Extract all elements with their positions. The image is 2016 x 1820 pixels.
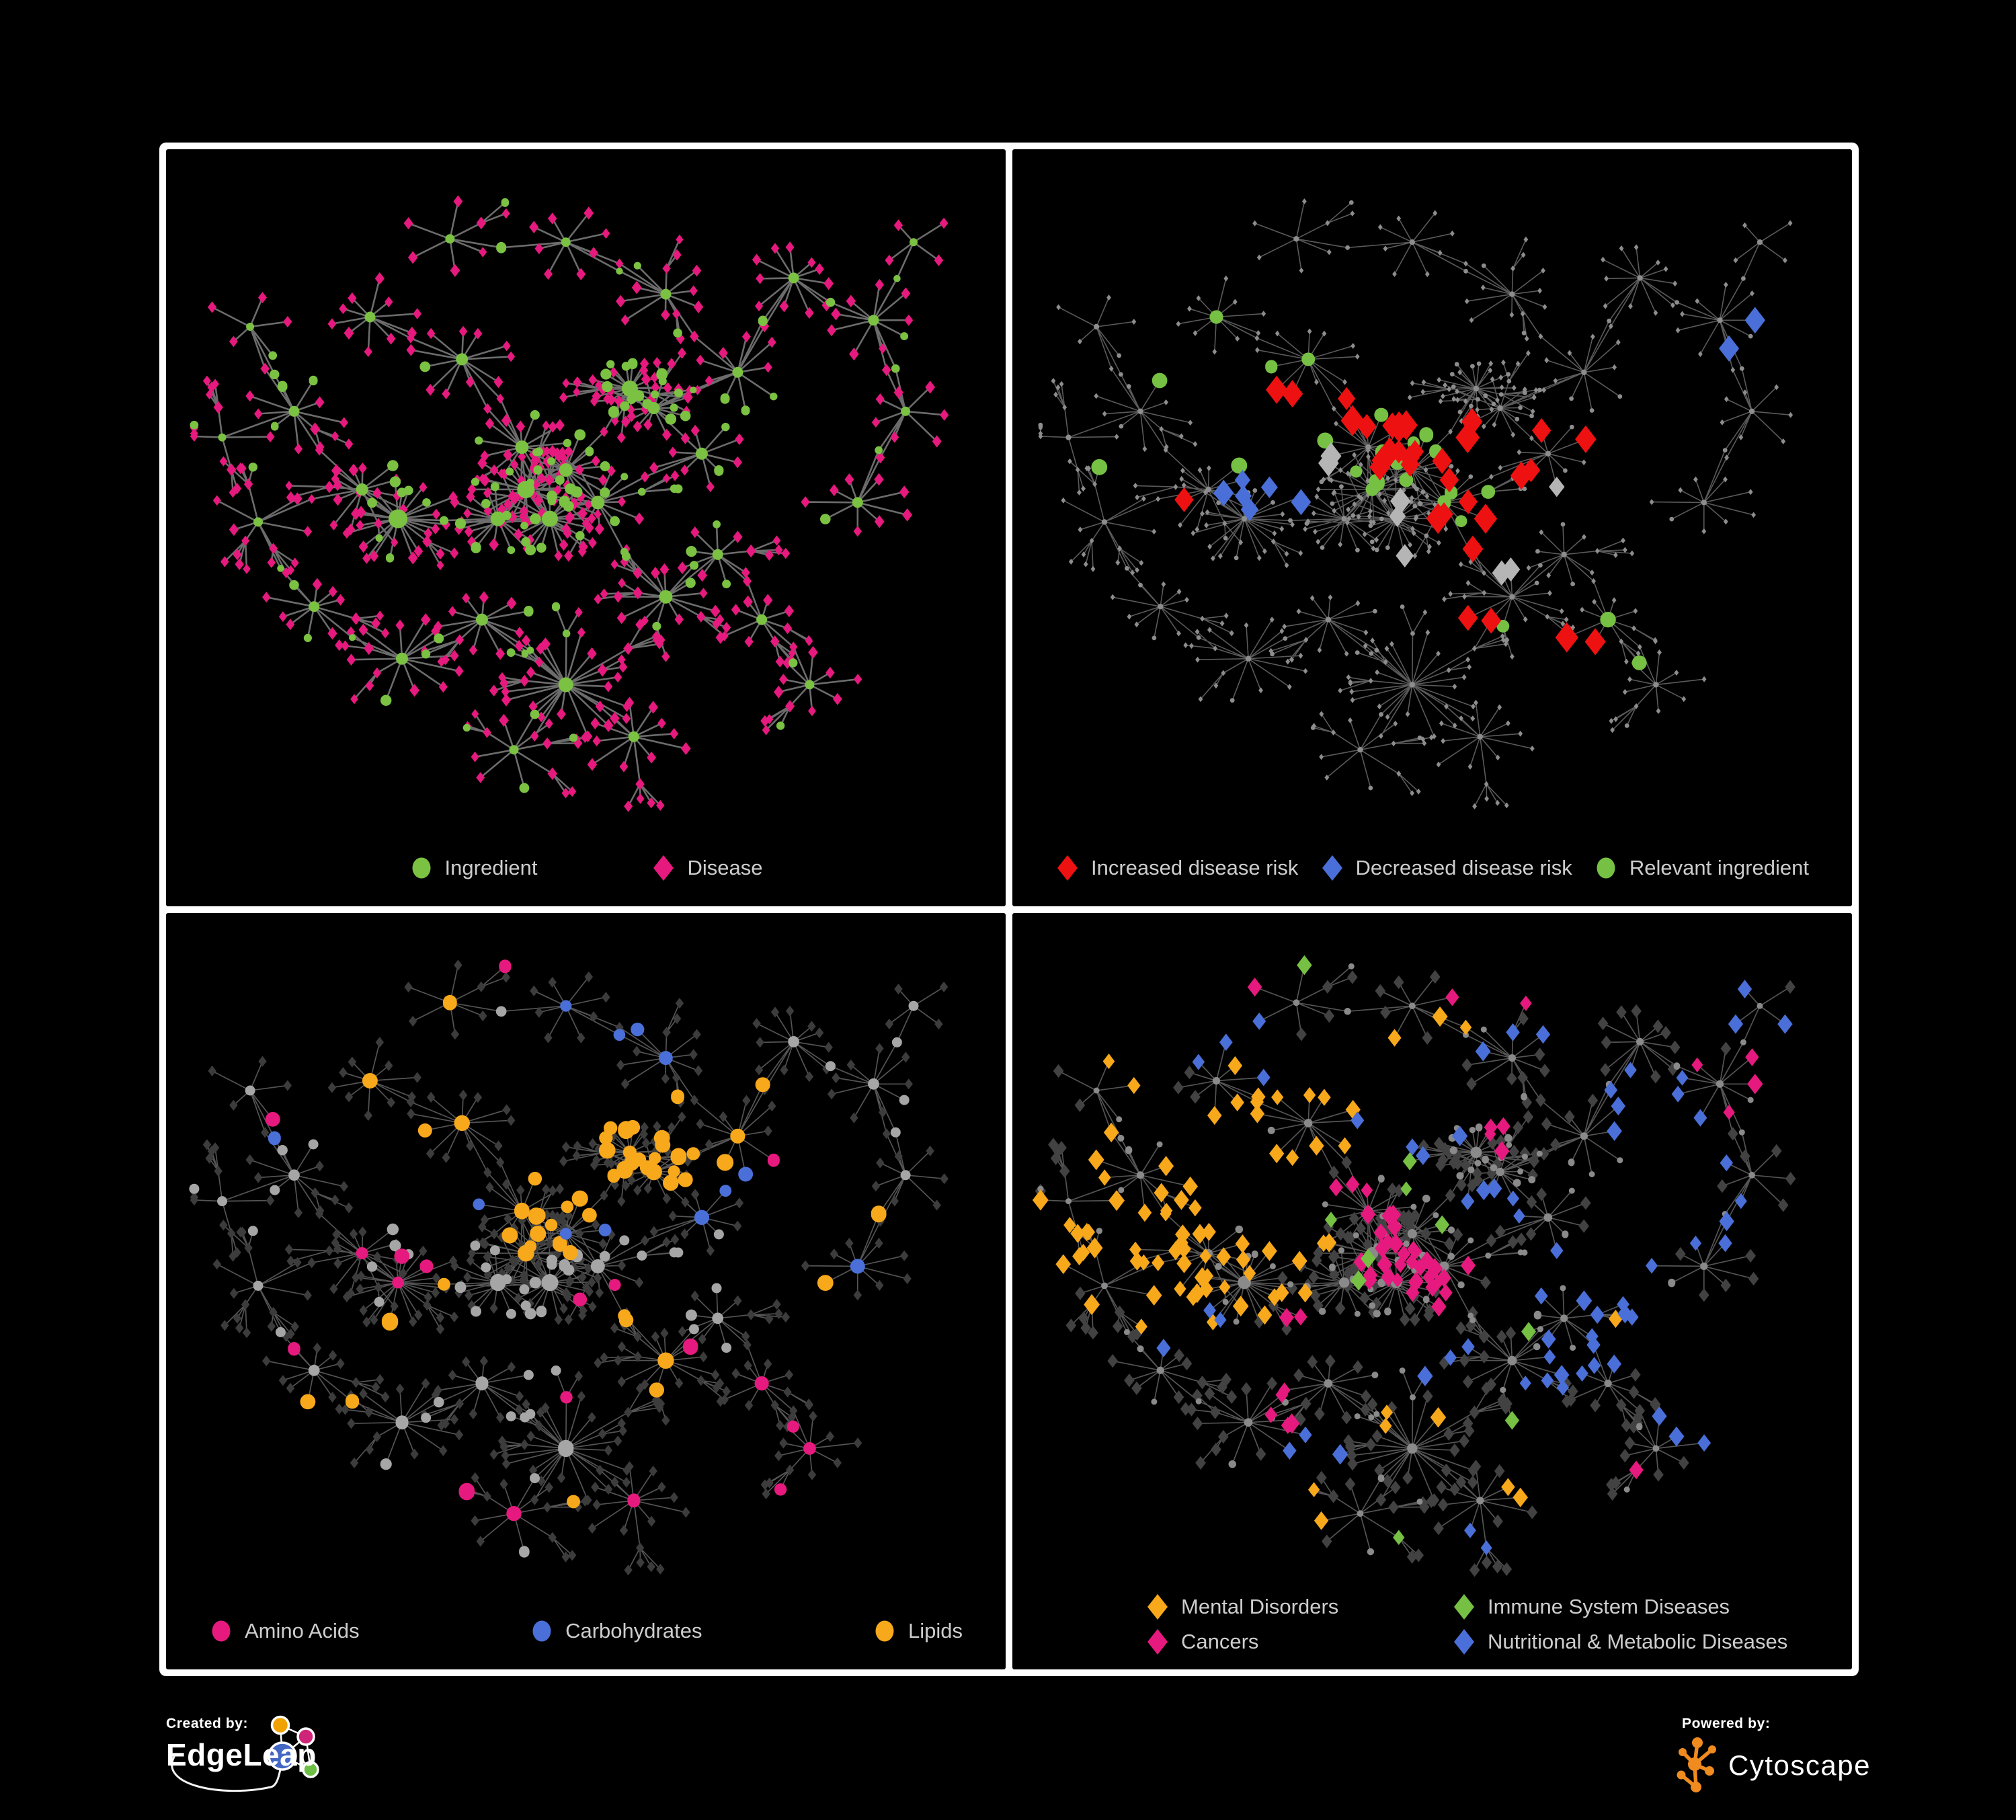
circle-nodes-layer bbox=[190, 198, 918, 793]
legend-item-nutrient-classes-2: Lipids bbox=[873, 1617, 963, 1645]
network-graph-disease-classes bbox=[1032, 955, 1796, 1577]
created-by-label: Created by: bbox=[166, 1716, 249, 1731]
network-graph-disease-risk bbox=[1038, 198, 1793, 809]
panel-disease-risk: Increased disease risk Decreased disease … bbox=[1012, 149, 1852, 906]
panel-legend: Mental Disorders Immune System Diseases Ca… bbox=[1012, 1593, 1852, 1656]
legend-marker-circle-icon bbox=[532, 1620, 551, 1642]
legend-label: Disease bbox=[687, 855, 763, 879]
highlight-circle-nodes-layer bbox=[268, 1000, 865, 1273]
edgeleap-wordmark: EdgeLeap bbox=[166, 1737, 317, 1772]
panel-legend: Ingredient Disease bbox=[166, 854, 1006, 882]
legend-marker-circle-icon bbox=[412, 857, 431, 878]
legend-marker-diamond-icon bbox=[1322, 855, 1342, 881]
legend-marker-diamond-icon bbox=[1454, 1594, 1474, 1620]
panel-legend: Increased disease risk Decreased disease … bbox=[1012, 854, 1852, 882]
highlight-diamond-nodes-layer bbox=[1032, 1006, 1623, 1530]
powered-by-label: Powered by: bbox=[1682, 1716, 1771, 1731]
legend-marker-diamond-icon bbox=[1147, 1594, 1168, 1620]
legend-label: Ingredient bbox=[444, 855, 538, 879]
highlight-circle-nodes-layer bbox=[300, 994, 887, 1508]
legend-marker-diamond-icon bbox=[1057, 855, 1078, 881]
cytoscape-wordmark: Cytoscape bbox=[1728, 1749, 1871, 1781]
cytoscape-icon bbox=[1677, 1737, 1716, 1792]
legend-label: Increased disease risk bbox=[1091, 855, 1299, 879]
legend-label: Amino Acids bbox=[245, 1619, 360, 1643]
highlight-circle-nodes-layer bbox=[1091, 310, 1647, 670]
edges-layer bbox=[1040, 200, 1791, 807]
legend-item-disease-risk-2: Relevant ingredient bbox=[1594, 854, 1809, 882]
legend-label: Nutritional & Metabolic Diseases bbox=[1488, 1630, 1788, 1653]
legend-marker-circle-icon bbox=[875, 1620, 894, 1642]
network-graph-ingredient-disease bbox=[190, 195, 949, 812]
legend-marker-circle-icon bbox=[1597, 857, 1615, 878]
legend-label: Cancers bbox=[1181, 1630, 1259, 1653]
cytoscape-logo: Cytoscape bbox=[1677, 1737, 1871, 1792]
legend-item-disease-classes-1: Immune System Diseases bbox=[1452, 1593, 1787, 1621]
legend-item-ingredient-disease-0: Ingredient bbox=[409, 854, 538, 882]
panel-ingredient-disease: Ingredient Disease bbox=[166, 149, 1006, 906]
legend-label: Immune System Diseases bbox=[1488, 1595, 1730, 1618]
legend-marker-circle-icon bbox=[212, 1620, 231, 1642]
legend-item-disease-classes-3: Nutritional & Metabolic Diseases bbox=[1452, 1628, 1787, 1656]
legend-item-nutrient-classes-0: Amino Acids bbox=[209, 1617, 360, 1645]
legend-marker-diamond-icon bbox=[653, 855, 674, 881]
legend-item-nutrient-classes-1: Carbohydrates bbox=[530, 1617, 702, 1645]
edgeleap-logo-swoosh bbox=[171, 1755, 282, 1792]
network-graph-nutrient-classes bbox=[189, 959, 949, 1575]
legend-label: Relevant ingredient bbox=[1629, 855, 1809, 879]
legend-label: Decreased disease risk bbox=[1355, 855, 1572, 879]
legend-item-disease-risk-0: Increased disease risk bbox=[1055, 854, 1298, 882]
edgeleap-logo-nodes bbox=[268, 1715, 319, 1778]
legend-item-disease-risk-1: Decreased disease risk bbox=[1320, 854, 1572, 882]
legend-label: Carbohydrates bbox=[565, 1619, 702, 1643]
circle-nodes-layer bbox=[189, 1000, 919, 1558]
legend-marker-diamond-icon bbox=[1147, 1629, 1168, 1655]
legend-marker-diamond-icon bbox=[1454, 1629, 1474, 1655]
legend-item-disease-classes-0: Mental Disorders bbox=[1145, 1593, 1396, 1621]
legend-item-ingredient-disease-1: Disease bbox=[651, 854, 762, 882]
highlight-diamond-nodes-layer bbox=[1174, 375, 1606, 656]
panel-nutrient-classes: Amino Acids Carbohydrates Lipids bbox=[166, 912, 1006, 1669]
panel-legend: Amino Acids Carbohydrates Lipids bbox=[166, 1617, 1006, 1645]
four-panel-figure-frame: Ingredient Disease Increased disease risk… bbox=[159, 143, 1859, 1676]
edgeleap-logo: EdgeLeap bbox=[166, 1715, 319, 1792]
legend-label: Mental Disorders bbox=[1181, 1595, 1339, 1618]
legend-label: Lipids bbox=[908, 1619, 963, 1643]
panel-disease-classes: Mental Disorders Immune System Diseases Ca… bbox=[1012, 912, 1852, 1669]
legend-item-disease-classes-2: Cancers bbox=[1145, 1628, 1396, 1656]
